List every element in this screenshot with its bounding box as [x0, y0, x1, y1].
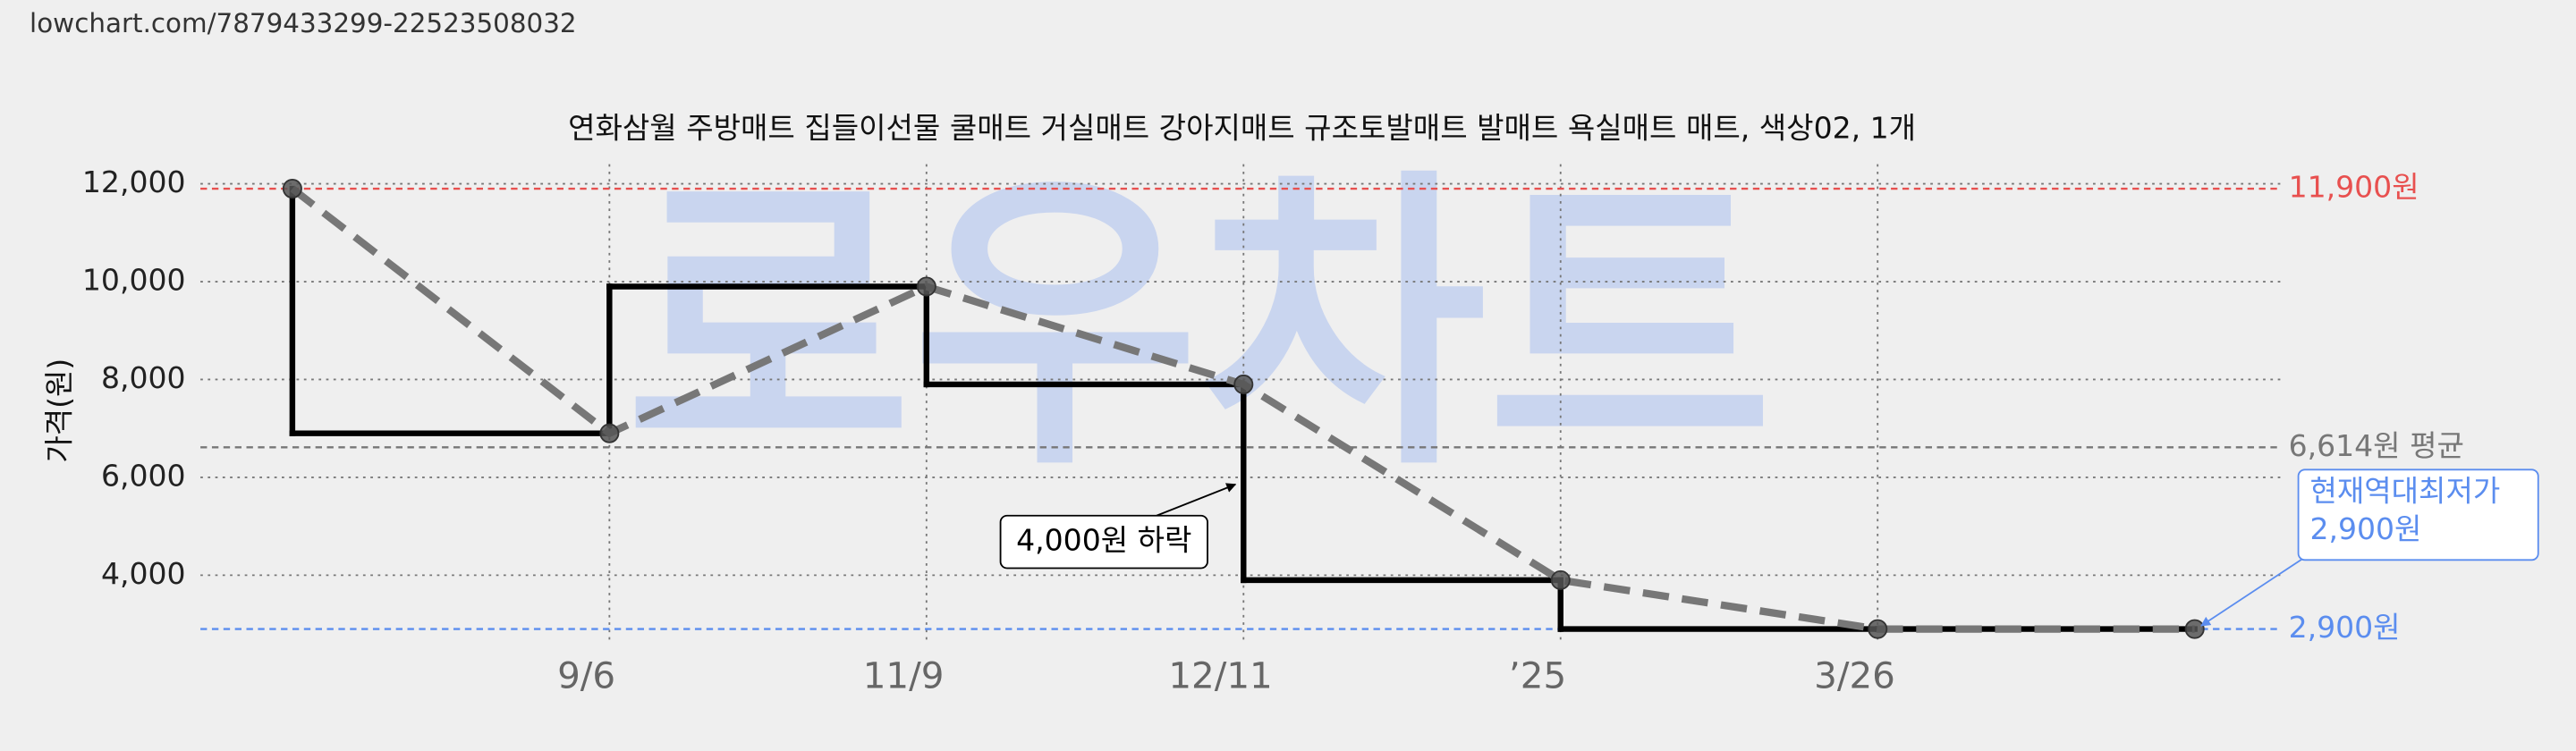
y-axis-label: 가격(원) [41, 359, 76, 463]
y-tick-label: 8,000 [101, 360, 186, 395]
annotation-arrow [1156, 483, 1237, 517]
point-marker [1550, 570, 1571, 590]
x-tick-label: ’25 [1509, 654, 1566, 697]
annotation-text: 4,000원 하락 [1016, 523, 1191, 558]
url: lowchart.com/7879433299-22523508032 [30, 8, 577, 38]
y-tick-label: 12,000 [82, 165, 186, 199]
y-tick-label: 6,000 [101, 458, 186, 493]
callout-box [2297, 468, 2539, 561]
chart-title: 연화삼월 주방매트 집들이선물 쿨매트 거실매트 강아지매트 규조토발매트 발매… [568, 111, 1916, 146]
point-marker [2184, 619, 2205, 639]
point-marker [916, 276, 936, 297]
point-marker [1233, 374, 1254, 394]
point-marker [1868, 619, 1888, 639]
reference-label: 11,900원 [2289, 170, 2419, 205]
watermark: 로우차트 [625, 145, 1774, 508]
x-tick-label: 11/9 [863, 654, 945, 697]
x-tick-label: 12/11 [1168, 654, 1272, 697]
point-marker [282, 179, 302, 199]
y-tick-label: 10,000 [82, 263, 186, 298]
annotation-box [999, 514, 1208, 570]
callout-text: 2,900원 [2309, 511, 2421, 546]
callout-arrow [2200, 557, 2304, 627]
point-marker [599, 423, 620, 443]
reference-label: 2,900원 [2289, 610, 2401, 645]
reference-label: 6,614원 평균 [2289, 428, 2464, 463]
x-tick-label: 9/6 [557, 654, 615, 697]
x-tick-label: 3/26 [1814, 654, 1895, 697]
y-tick-label: 4,000 [101, 556, 186, 591]
callout-text: 현재역대최저가 [2309, 474, 2500, 509]
